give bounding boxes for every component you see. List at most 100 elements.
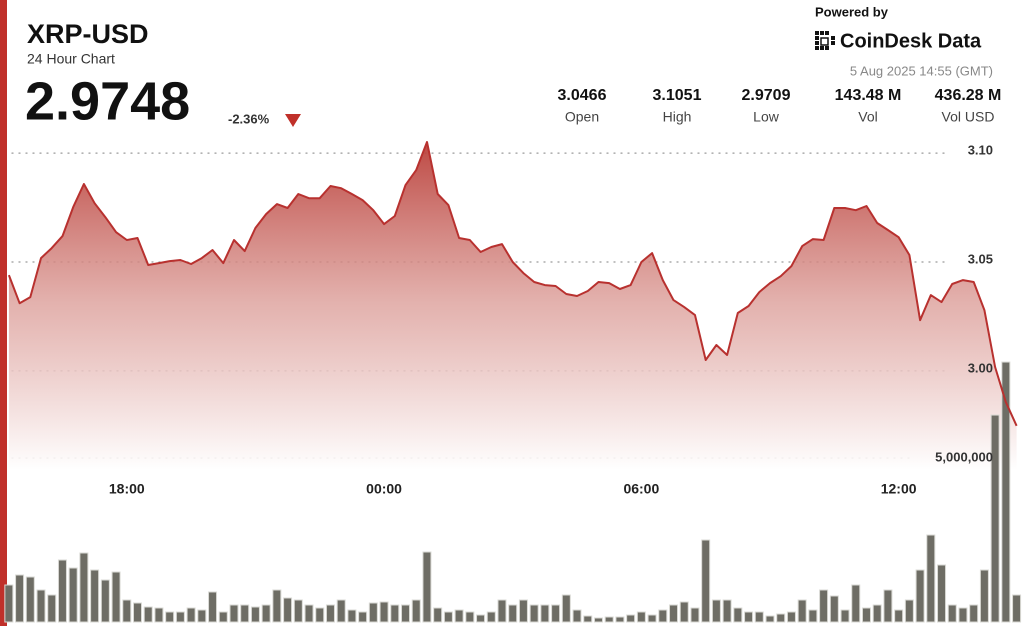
volume-bar bbox=[165, 611, 175, 623]
volume-bar bbox=[508, 604, 518, 623]
volume-bar bbox=[379, 601, 389, 623]
volume-bar bbox=[293, 599, 303, 623]
volume-bar bbox=[776, 613, 786, 623]
y-tick-label: 3.05 bbox=[968, 251, 993, 266]
volume-bar bbox=[261, 604, 271, 623]
x-tick-label: 18:00 bbox=[109, 481, 145, 497]
volume-bar bbox=[1001, 361, 1011, 623]
volume-bar bbox=[401, 604, 411, 623]
volume-bar bbox=[518, 599, 528, 623]
volume-bar bbox=[497, 599, 507, 623]
volume-bar bbox=[272, 589, 282, 623]
volume-bar bbox=[572, 609, 582, 623]
volume-bar bbox=[626, 614, 636, 623]
y2-tick-label: 5,000,000 bbox=[935, 449, 993, 464]
volume-bar bbox=[851, 584, 861, 623]
down-arrow bbox=[285, 114, 301, 127]
volume-bar bbox=[969, 604, 979, 623]
volume-bar bbox=[154, 607, 164, 623]
volume-bar bbox=[797, 599, 807, 623]
volume-bar bbox=[25, 576, 35, 623]
volume-bar bbox=[325, 604, 335, 623]
chart-subtitle: 24 Hour Chart bbox=[27, 51, 115, 67]
volume-bar bbox=[990, 414, 1000, 623]
volume-bar bbox=[315, 607, 325, 623]
volume-bar bbox=[79, 552, 89, 623]
volume-bar bbox=[529, 604, 539, 623]
volume-bar bbox=[433, 607, 443, 623]
price-line bbox=[7, 141, 1018, 427]
timestamp: 5 Aug 2025 14:55 (GMT) bbox=[850, 63, 993, 78]
volume-bar bbox=[36, 589, 46, 623]
volume-bar bbox=[937, 564, 947, 623]
stat-label: Vol bbox=[858, 109, 877, 125]
volume-bar bbox=[808, 609, 818, 623]
volume-bar bbox=[765, 615, 775, 623]
change: -2.36% bbox=[228, 111, 270, 126]
volume-bar bbox=[443, 611, 453, 623]
stat-label: Low bbox=[753, 109, 780, 125]
volume-bar bbox=[593, 617, 603, 623]
volume-bar bbox=[422, 551, 432, 623]
volume-bar bbox=[186, 607, 196, 623]
volume-bar bbox=[733, 607, 743, 623]
volume-bar bbox=[722, 599, 732, 623]
brand: CoinDesk Data bbox=[840, 30, 982, 52]
volume-bar bbox=[208, 591, 218, 623]
volume-bar bbox=[658, 609, 668, 623]
volume-bar bbox=[218, 611, 228, 623]
volume-bar bbox=[15, 574, 25, 623]
brand-logo bbox=[815, 31, 835, 50]
volume-bar bbox=[690, 607, 700, 623]
stat-label: High bbox=[663, 109, 692, 125]
volume-bar bbox=[947, 604, 957, 623]
volume-bar bbox=[358, 611, 368, 623]
volume-bar bbox=[894, 609, 904, 623]
volume-bar bbox=[336, 599, 346, 623]
volume-bar bbox=[100, 579, 110, 623]
stat-value: 3.0466 bbox=[558, 87, 607, 104]
volume-bar bbox=[926, 534, 936, 623]
volume-bar bbox=[283, 597, 293, 623]
volume-bar bbox=[197, 609, 207, 623]
volume-bar bbox=[90, 569, 100, 623]
volume-bar bbox=[47, 594, 57, 623]
volume-bar bbox=[819, 589, 829, 623]
volume-bar bbox=[786, 611, 796, 623]
volume-bar bbox=[240, 604, 250, 623]
volume-bar bbox=[304, 604, 314, 623]
accent-bar bbox=[0, 0, 7, 626]
volume-bar bbox=[347, 609, 357, 623]
volume-bar bbox=[390, 604, 400, 623]
volume-bar bbox=[111, 571, 121, 623]
volume-bar bbox=[143, 606, 153, 623]
plot: 3.00 3.05 3.10 5,000,000 18:00 00:00 06:00 12:0… bbox=[4, 141, 1022, 623]
stat-label: Open bbox=[565, 109, 599, 125]
volume-bar bbox=[701, 539, 711, 623]
volume-bar bbox=[561, 594, 571, 623]
stats: 3.0466 Open 3.1051 High 2.9709 Low 143.48 M Vol… bbox=[558, 87, 1002, 124]
volume-bar bbox=[540, 604, 550, 623]
volume-bar bbox=[57, 559, 67, 623]
price-area bbox=[8, 142, 1017, 470]
volume-bar bbox=[883, 589, 893, 623]
stat-value: 2.9709 bbox=[742, 87, 791, 104]
volume-bar bbox=[133, 602, 143, 623]
volume-bar bbox=[175, 611, 185, 623]
volume-bar bbox=[979, 569, 989, 623]
volume-bar bbox=[1012, 594, 1022, 623]
volume-bar bbox=[551, 604, 561, 623]
volume-bar bbox=[476, 614, 486, 623]
volume-bar bbox=[454, 609, 464, 623]
volume-bar bbox=[829, 595, 839, 623]
volume-bar bbox=[583, 615, 593, 623]
y-tick-label: 3.00 bbox=[968, 360, 993, 375]
volume-bar bbox=[754, 611, 764, 623]
volume-bar bbox=[229, 604, 239, 623]
y-tick-label: 3.10 bbox=[968, 143, 993, 158]
volume-bar bbox=[122, 599, 132, 623]
volume-bar bbox=[411, 599, 421, 623]
volume-bar bbox=[465, 611, 475, 623]
